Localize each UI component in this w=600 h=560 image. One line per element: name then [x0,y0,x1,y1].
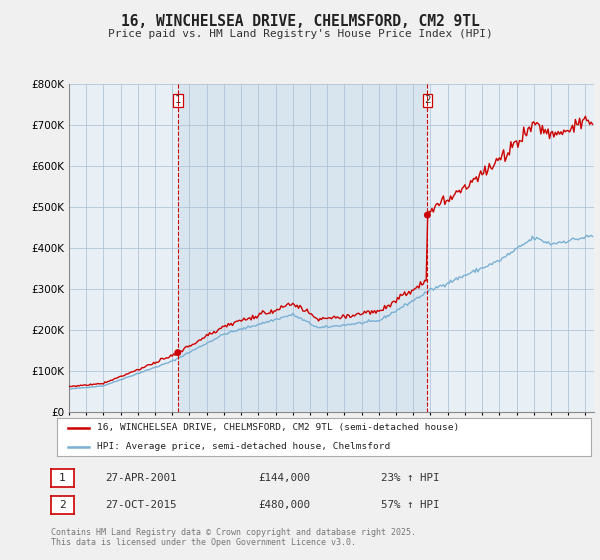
Text: 2: 2 [59,500,66,510]
Text: £144,000: £144,000 [258,473,310,483]
Text: 57% ↑ HPI: 57% ↑ HPI [381,500,439,510]
Text: 1: 1 [59,473,66,483]
Text: £480,000: £480,000 [258,500,310,510]
Text: 16, WINCHELSEA DRIVE, CHELMSFORD, CM2 9TL: 16, WINCHELSEA DRIVE, CHELMSFORD, CM2 9T… [121,14,479,29]
Bar [178,84,427,412]
Point [422,211,432,220]
Text: 2: 2 [424,95,431,105]
Text: HPI: Average price, semi-detached house, Chelmsford: HPI: Average price, semi-detached house,… [97,442,391,451]
Text: Contains HM Land Registry data © Crown copyright and database right 2025.
This d: Contains HM Land Registry data © Crown c… [51,528,416,547]
Text: 1: 1 [175,95,181,105]
Text: 16, WINCHELSEA DRIVE, CHELMSFORD, CM2 9TL (semi-detached house): 16, WINCHELSEA DRIVE, CHELMSFORD, CM2 9T… [97,423,460,432]
Text: 27-APR-2001: 27-APR-2001 [105,473,176,483]
Text: 23% ↑ HPI: 23% ↑ HPI [381,473,439,483]
Text: 27-OCT-2015: 27-OCT-2015 [105,500,176,510]
Text: Price paid vs. HM Land Registry's House Price Index (HPI): Price paid vs. HM Land Registry's House … [107,29,493,39]
Point [173,348,182,357]
